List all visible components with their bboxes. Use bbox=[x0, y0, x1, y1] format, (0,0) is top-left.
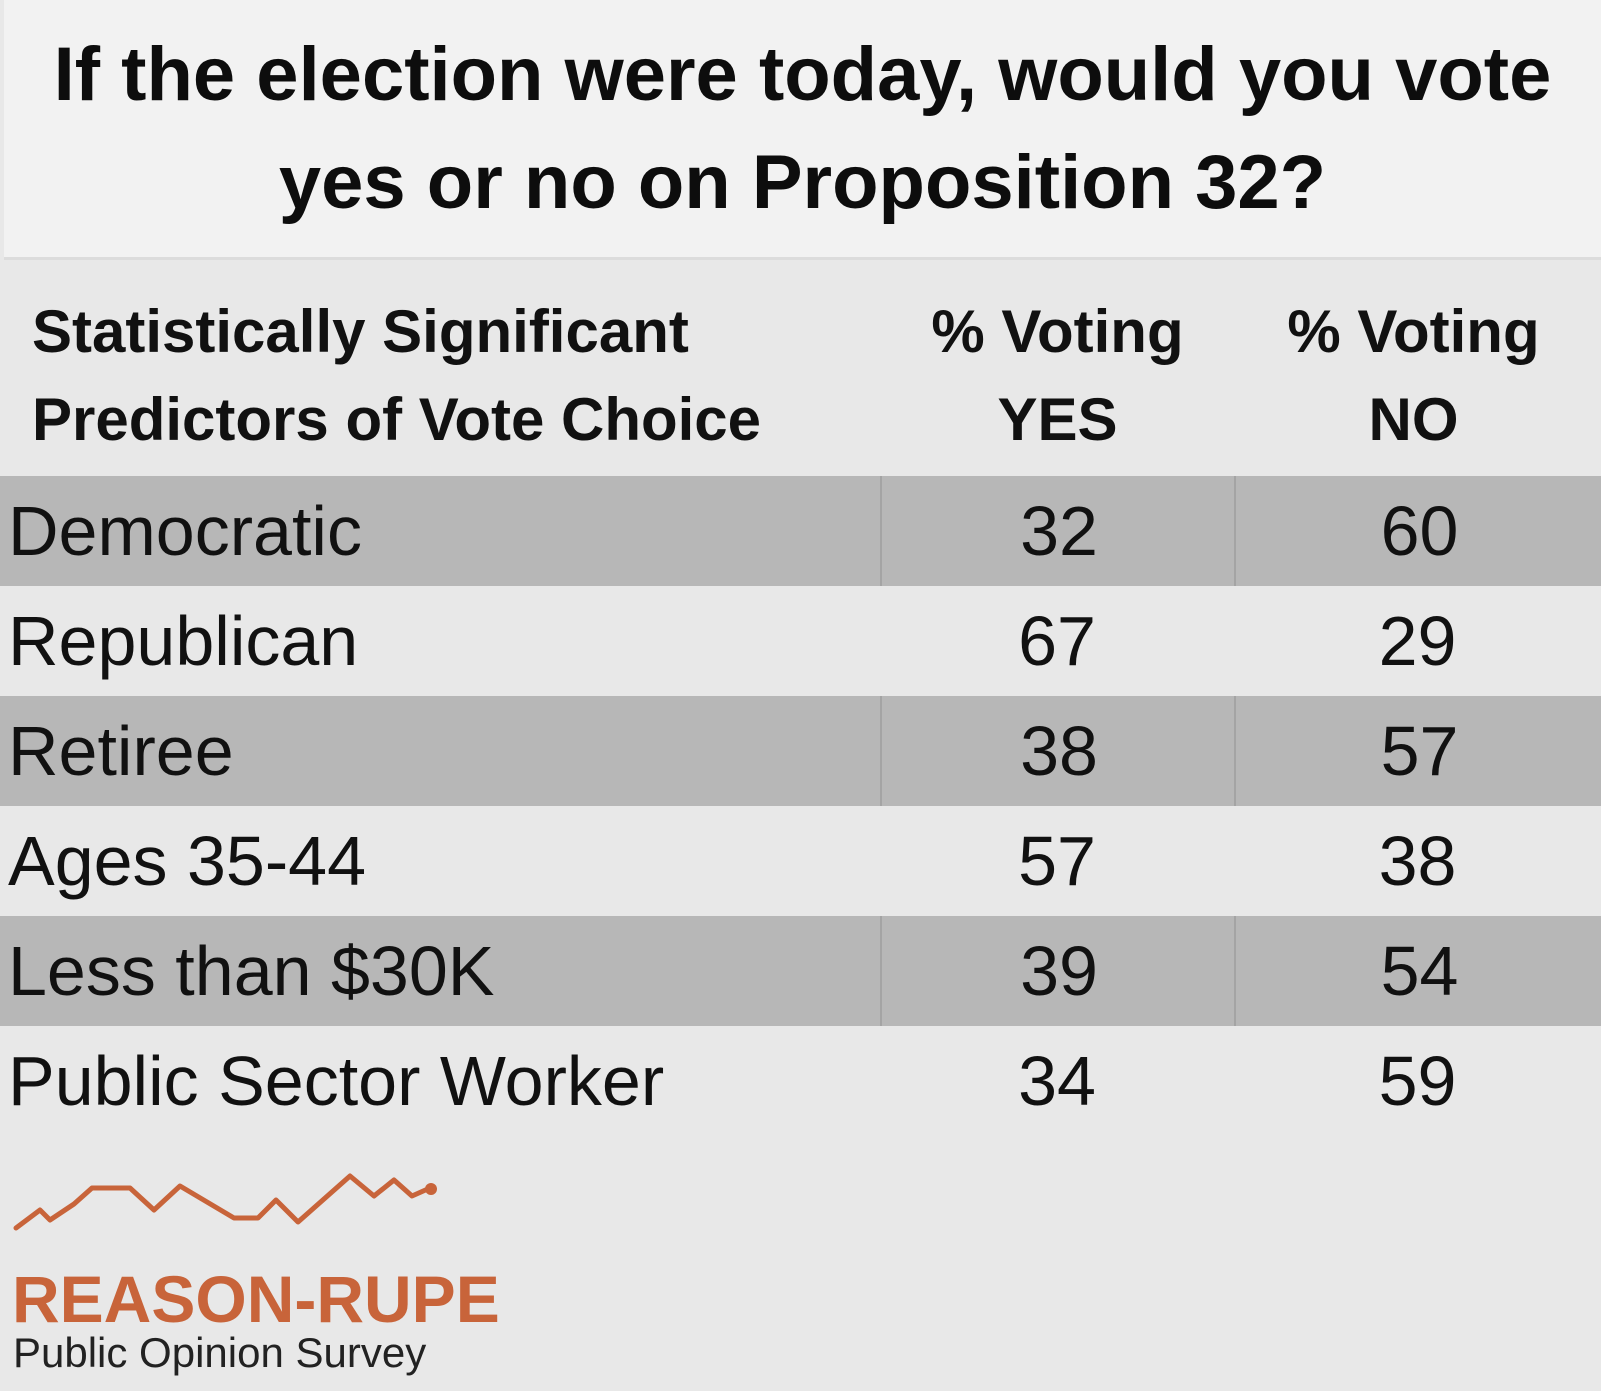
header-yes: % Voting YES bbox=[880, 288, 1235, 464]
row-no-value: 57 bbox=[1234, 696, 1601, 806]
data-table: Democratic 32 60 Republican 67 29 Retiree 38 57 A… bbox=[0, 476, 1601, 1136]
row-label: Republican bbox=[8, 602, 359, 680]
chart-title: If the election were today, would you vo… bbox=[53, 31, 1552, 225]
table-row: Retiree 38 57 bbox=[0, 696, 1601, 806]
table-row: Democratic 32 60 bbox=[0, 476, 1601, 586]
header-predictor-label: Statistically Significant Predictors of … bbox=[32, 298, 762, 453]
table-row: Ages 35-44 57 38 bbox=[0, 806, 1601, 916]
row-no-value: 54 bbox=[1234, 916, 1601, 1026]
logo-subtitle: Public Opinion Survey bbox=[13, 1329, 427, 1376]
row-yes-value: 67 bbox=[1018, 602, 1096, 680]
trend-line-icon bbox=[13, 1173, 437, 1231]
table-row: Less than $30K 39 54 bbox=[0, 916, 1601, 1026]
header-no-line2: NO bbox=[1368, 386, 1459, 453]
table-row: Public Sector Worker 34 59 bbox=[0, 1026, 1601, 1136]
table-header: Statistically Significant Predictors of … bbox=[0, 262, 1601, 476]
row-label: Public Sector Worker bbox=[8, 1042, 665, 1120]
header-yes-line1: % Voting bbox=[931, 298, 1184, 365]
table-row: Republican 67 29 bbox=[0, 586, 1601, 696]
row-no-value: 60 bbox=[1234, 476, 1601, 586]
row-no-value: 59 bbox=[1378, 1042, 1457, 1120]
row-label: Less than $30K bbox=[8, 932, 495, 1010]
title-panel: If the election were today, would you vo… bbox=[4, 0, 1601, 260]
row-no-value: 38 bbox=[1378, 822, 1457, 900]
header-yes-line2: YES bbox=[997, 386, 1118, 453]
row-yes-value: 39 bbox=[880, 916, 1236, 1026]
row-label: Democratic bbox=[8, 492, 362, 570]
row-label: Retiree bbox=[8, 712, 234, 790]
row-yes-value: 34 bbox=[1018, 1042, 1096, 1120]
row-yes-value: 32 bbox=[880, 476, 1236, 586]
reason-rupe-logo: REASON-RUPE Public Opinion Survey bbox=[10, 1170, 500, 1380]
row-yes-value: 38 bbox=[880, 696, 1236, 806]
logo-name: REASON-RUPE bbox=[12, 1262, 500, 1336]
header-no-line1: % Voting bbox=[1287, 298, 1540, 365]
row-label: Ages 35-44 bbox=[8, 822, 367, 900]
row-no-value: 29 bbox=[1378, 602, 1457, 680]
header-no: % Voting NO bbox=[1236, 288, 1591, 464]
row-yes-value: 57 bbox=[1018, 822, 1096, 900]
